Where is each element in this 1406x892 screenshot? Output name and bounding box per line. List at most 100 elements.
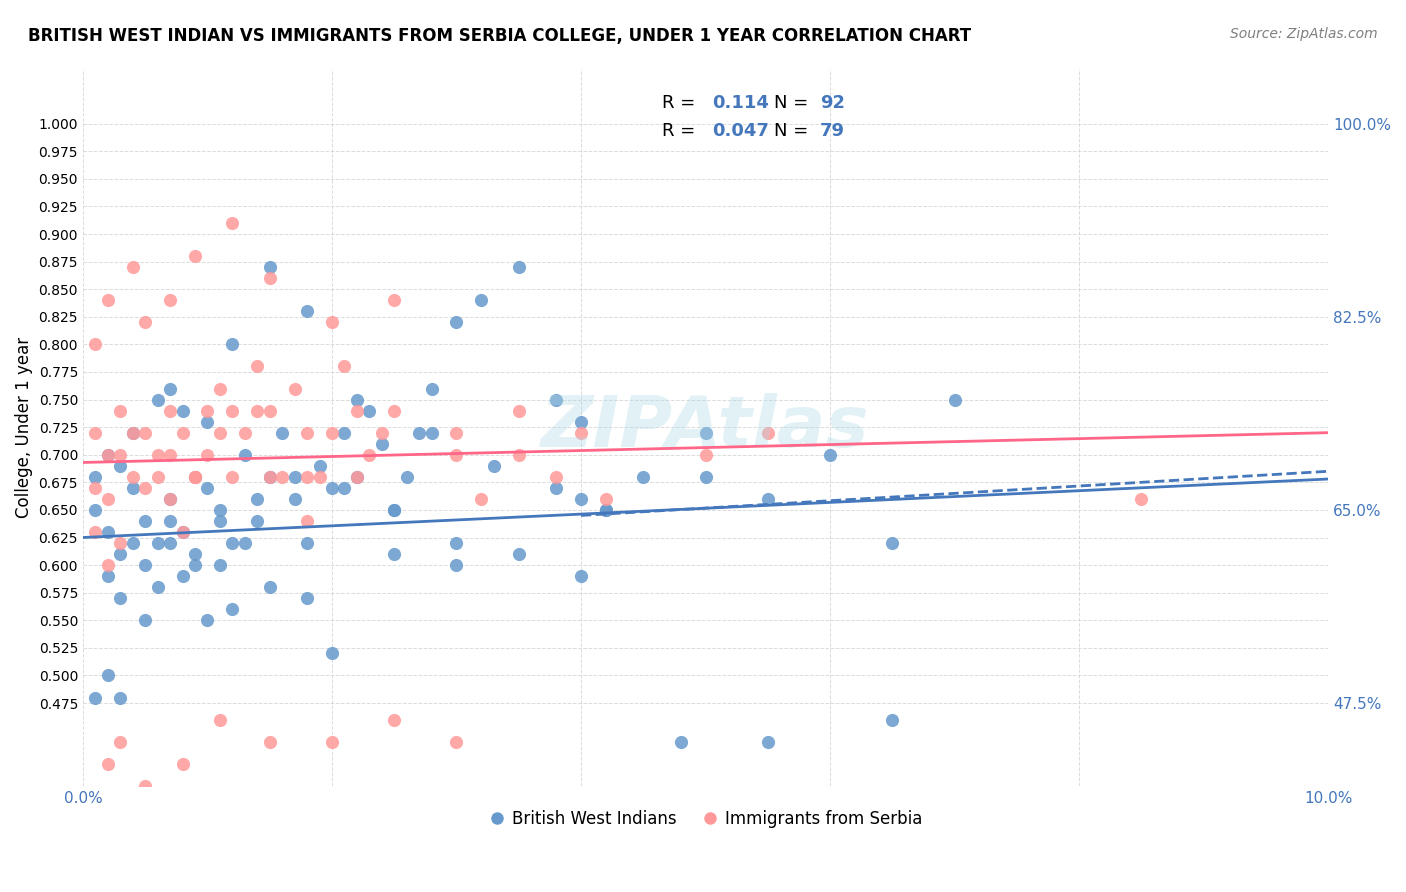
Point xyxy=(208,425,231,440)
Point xyxy=(84,789,107,804)
Point xyxy=(97,756,120,771)
Point xyxy=(295,304,318,318)
Point xyxy=(159,536,181,550)
Point xyxy=(446,558,468,573)
Point xyxy=(546,470,568,484)
Point xyxy=(246,403,269,417)
Point xyxy=(382,713,405,727)
Text: BRITISH WEST INDIAN VS IMMIGRANTS FROM SERBIA COLLEGE, UNDER 1 YEAR CORRELATION : BRITISH WEST INDIAN VS IMMIGRANTS FROM S… xyxy=(28,27,972,45)
Point xyxy=(159,514,181,528)
Point xyxy=(221,337,243,351)
Point xyxy=(134,315,156,329)
Point xyxy=(246,359,269,374)
Point xyxy=(595,503,617,517)
Point xyxy=(172,425,194,440)
Point xyxy=(408,425,430,440)
Point xyxy=(482,458,505,473)
Point xyxy=(184,249,207,263)
Point xyxy=(359,403,381,417)
Point xyxy=(97,448,120,462)
Point xyxy=(382,547,405,561)
Point xyxy=(146,470,169,484)
Point xyxy=(321,481,343,495)
Text: R =: R = xyxy=(662,122,702,140)
Point xyxy=(159,382,181,396)
Text: Source: ZipAtlas.com: Source: ZipAtlas.com xyxy=(1230,27,1378,41)
Text: R =: R = xyxy=(662,94,702,112)
Point xyxy=(882,536,904,550)
Point xyxy=(756,734,779,748)
Text: 79: 79 xyxy=(820,122,845,140)
Point xyxy=(146,536,169,550)
Point xyxy=(97,448,120,462)
Point xyxy=(508,260,530,274)
Point xyxy=(333,481,356,495)
Point xyxy=(818,448,841,462)
Point xyxy=(121,425,143,440)
Point xyxy=(546,481,568,495)
Point xyxy=(346,403,368,417)
Point xyxy=(470,293,492,308)
Point xyxy=(208,503,231,517)
Point xyxy=(259,271,281,285)
Point xyxy=(184,470,207,484)
Point xyxy=(295,425,318,440)
Point xyxy=(308,458,330,473)
Point xyxy=(446,448,468,462)
Point xyxy=(84,337,107,351)
Point xyxy=(308,470,330,484)
Point xyxy=(84,470,107,484)
Point xyxy=(159,293,181,308)
Point xyxy=(295,536,318,550)
Point xyxy=(756,425,779,440)
Point xyxy=(346,470,368,484)
Point xyxy=(134,558,156,573)
Point xyxy=(508,547,530,561)
Text: 0.047: 0.047 xyxy=(711,122,769,140)
Point xyxy=(259,470,281,484)
Point xyxy=(134,481,156,495)
Point xyxy=(756,491,779,506)
Point xyxy=(420,425,443,440)
Point xyxy=(259,734,281,748)
Point xyxy=(97,558,120,573)
Point xyxy=(246,491,269,506)
Point xyxy=(382,293,405,308)
Point xyxy=(97,569,120,583)
Point xyxy=(595,503,617,517)
Point xyxy=(508,403,530,417)
Point xyxy=(184,470,207,484)
Point xyxy=(172,524,194,539)
Point xyxy=(446,536,468,550)
Point xyxy=(121,470,143,484)
Point xyxy=(221,536,243,550)
Point xyxy=(110,547,132,561)
Point xyxy=(233,425,256,440)
Point xyxy=(208,382,231,396)
Point xyxy=(121,481,143,495)
Point xyxy=(110,734,132,748)
Point xyxy=(134,425,156,440)
Point xyxy=(569,415,592,429)
Point xyxy=(197,415,219,429)
Point xyxy=(134,613,156,627)
Point xyxy=(197,403,219,417)
Point xyxy=(97,524,120,539)
Point xyxy=(146,448,169,462)
Point xyxy=(172,403,194,417)
Text: N =: N = xyxy=(775,94,814,112)
Point xyxy=(172,524,194,539)
Point xyxy=(146,580,169,594)
Point xyxy=(197,448,219,462)
Point xyxy=(221,470,243,484)
Text: 92: 92 xyxy=(820,94,845,112)
Point xyxy=(333,425,356,440)
Point xyxy=(346,470,368,484)
Point xyxy=(159,403,181,417)
Point xyxy=(233,448,256,462)
Point xyxy=(569,491,592,506)
Point xyxy=(271,425,294,440)
Point xyxy=(121,425,143,440)
Point xyxy=(110,591,132,606)
Point xyxy=(159,448,181,462)
